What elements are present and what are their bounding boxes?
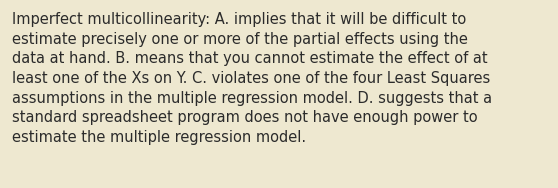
Text: least one of the Xs on Y. C. violates one of the four Least Squares: least one of the Xs on Y. C. violates on… [12, 71, 490, 86]
Text: standard spreadsheet program does not have enough power to: standard spreadsheet program does not ha… [12, 110, 478, 125]
Text: Imperfect multicollinearity: A. implies that it will be difficult to: Imperfect multicollinearity: A. implies … [12, 12, 466, 27]
Text: estimate precisely one or more of the partial effects using the: estimate precisely one or more of the pa… [12, 32, 468, 47]
Text: assumptions in the multiple regression model. D. suggests that a: assumptions in the multiple regression m… [12, 91, 492, 106]
Text: estimate the multiple regression model.: estimate the multiple regression model. [12, 130, 306, 145]
Text: data at hand. B. means that you cannot estimate the effect of at: data at hand. B. means that you cannot e… [12, 51, 488, 66]
